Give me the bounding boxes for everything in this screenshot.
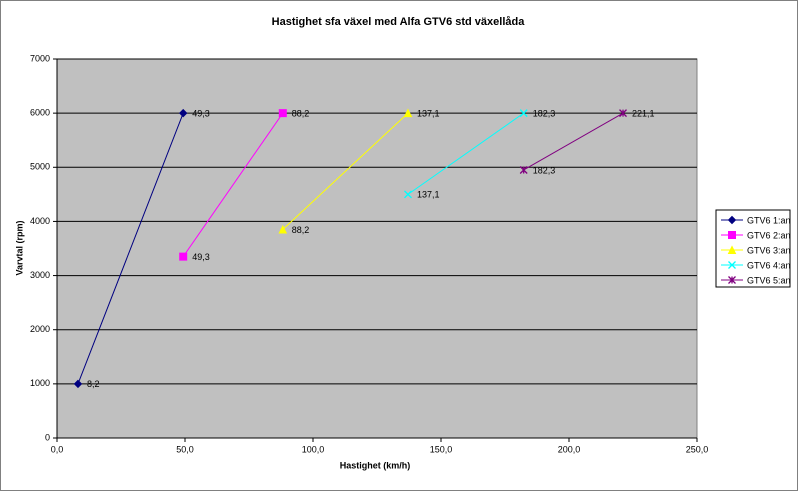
- legend-label: GTV6 1:an: [747, 215, 791, 225]
- y-tick-label: 1000: [30, 378, 50, 388]
- series-line: [77, 112, 184, 385]
- y-tick-label: 6000: [30, 108, 50, 118]
- chart-title: Hastighet sfa växel med Alfa GTV6 std vä…: [272, 16, 526, 28]
- legend-box: [715, 209, 791, 288]
- legend-marker: [728, 276, 736, 284]
- legend-marker: [728, 231, 736, 239]
- legend-label: GTV6 2:an: [747, 230, 791, 240]
- x-tick-label: 0,0: [51, 444, 64, 454]
- series-line: [407, 112, 524, 195]
- series-line: [523, 112, 624, 171]
- data-label: 182,3: [533, 109, 556, 119]
- marker: [404, 190, 412, 199]
- data-label: 221,1: [632, 109, 655, 119]
- legend-label: GTV6 5:an: [747, 275, 791, 285]
- series-line: [282, 112, 409, 230]
- data-label: 137,1: [417, 190, 440, 200]
- x-axis-label: Hastighet (km/h): [340, 460, 411, 470]
- y-axis-label: Varvtal (rpm): [14, 220, 24, 275]
- marker: [278, 224, 288, 234]
- x-tick-label: 150,0: [430, 444, 453, 454]
- y-tick-label: 7000: [30, 53, 50, 63]
- legend-marker: [727, 215, 737, 225]
- marker: [179, 252, 188, 261]
- marker: [73, 379, 83, 389]
- x-tick-label: 50,0: [176, 444, 194, 454]
- x-tick-label: 100,0: [302, 444, 325, 454]
- data-label: 49,3: [192, 109, 210, 119]
- data-label: 49,3: [192, 252, 210, 262]
- data-label: 8,2: [87, 379, 100, 389]
- legend-marker: [728, 261, 736, 269]
- y-tick-label: 4000: [30, 216, 50, 226]
- plot-area: [56, 58, 698, 439]
- data-label: 88,2: [292, 225, 310, 235]
- y-tick-label: 5000: [30, 162, 50, 172]
- marker: [278, 109, 287, 118]
- marker: [403, 108, 413, 118]
- y-tick-label: 0: [45, 432, 50, 442]
- marker: [619, 109, 627, 118]
- data-label: 182,3: [533, 165, 556, 175]
- y-tick-label: 3000: [30, 270, 50, 280]
- data-label: 137,1: [417, 109, 440, 119]
- x-tick-label: 200,0: [558, 444, 581, 454]
- legend-label: GTV6 3:an: [747, 245, 791, 255]
- y-tick-label: 2000: [30, 324, 50, 334]
- marker: [519, 166, 528, 174]
- marker: [179, 108, 188, 118]
- marker: [519, 109, 528, 118]
- series-line: [182, 112, 284, 257]
- legend-marker: [727, 245, 737, 254]
- data-label: 88,2: [292, 109, 310, 119]
- x-tick-label: 250,0: [686, 444, 709, 454]
- legend-label: GTV6 4:an: [747, 260, 791, 270]
